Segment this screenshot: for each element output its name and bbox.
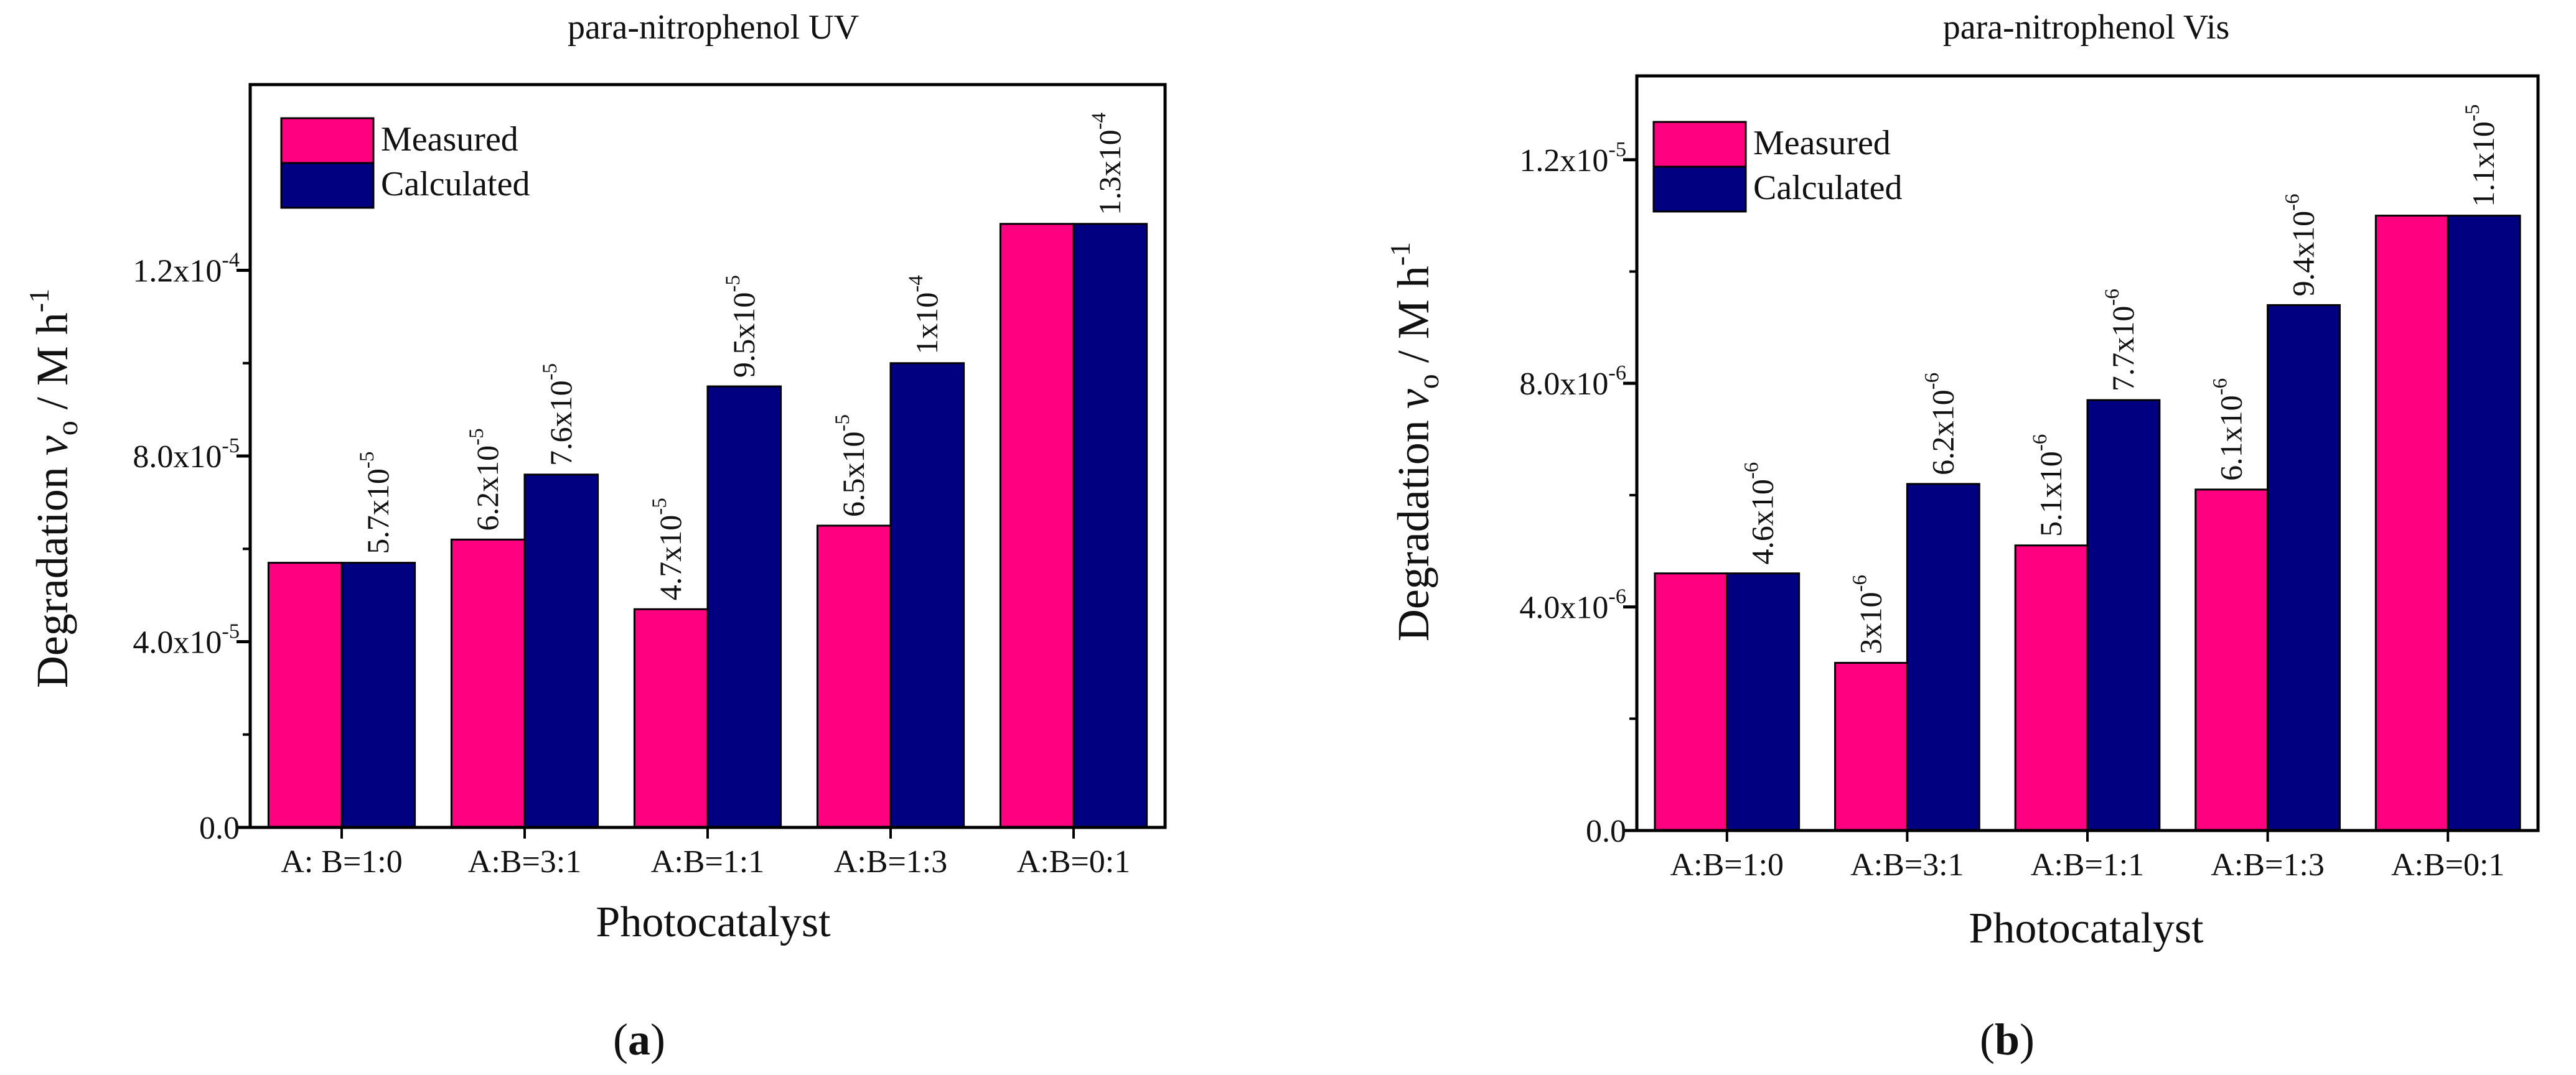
bar-calculated	[1906, 483, 1980, 832]
y-axis-title-sub: o	[1412, 374, 1445, 389]
y-axis-title-unit-sup: -1	[1384, 242, 1416, 266]
bar-calculated	[1072, 223, 1148, 829]
x-tick-label: A:B=3:1	[1850, 847, 1964, 883]
x-tick-label: A:B=1:1	[2031, 847, 2144, 883]
legend-label: Calculated	[381, 165, 530, 203]
bar-calculated	[340, 562, 416, 829]
x-axis-title: Photocatalyst	[596, 898, 831, 946]
data-label: 5.7x10-5	[356, 452, 395, 554]
x-tick-label: A: B=1:0	[281, 844, 402, 880]
chart-title: para-nitrophenol Vis	[1943, 8, 2230, 47]
y-axis-title: Degradation vo / M h-1	[1384, 242, 1445, 641]
y-tick-label: 8.0x10-6	[1519, 361, 1626, 402]
data-label: 9.5x10-5	[722, 275, 761, 378]
bar-measured	[999, 223, 1075, 829]
y-axis-title: Degradation vo / M h-1	[23, 289, 84, 688]
y-axis-title-unit: / M h	[1389, 266, 1438, 374]
legend-swatch-calculated	[280, 162, 375, 209]
y-tick-label: 0.0	[199, 811, 240, 846]
y-axis-title-v: v	[1389, 389, 1438, 409]
data-label: 9.4x10-6	[2282, 193, 2321, 296]
y-axis-title-v: v	[27, 435, 77, 455]
x-tick-label: A:B=1:3	[2211, 847, 2324, 883]
y-axis-title-main: Degradation	[1389, 409, 1438, 641]
y-tick-label: 4.0x10-6	[1519, 585, 1626, 626]
bar-measured	[1834, 661, 1908, 832]
bar-measured	[2194, 488, 2269, 832]
chart-panel-vis: para-nitrophenol Vis 0.0 4.0x10-6 8.0x10-6…	[1384, 8, 2540, 1064]
bar-measured	[1654, 572, 1728, 832]
data-labels: 5.7x10-5 6.2x10-5 7.6x10-5 4.7x10-5 9.5x10-5…	[356, 113, 1127, 600]
legend-swatch-calculated	[1652, 165, 1747, 213]
chart-title: para-nitrophenol UV	[568, 8, 859, 47]
legend-swatch-measured	[280, 117, 375, 164]
panel-label: (a)	[613, 1015, 665, 1064]
data-label: 1x10-4	[905, 275, 944, 355]
data-label: 6.2x10-6	[1921, 373, 1960, 475]
bar-measured	[2014, 544, 2089, 832]
x-axis-categories: A:B=1:0 A:B=3:1 A:B=1:1 A:B=1:3 A:B=0:1	[1670, 831, 2504, 883]
y-tick-label: 1.2x10-5	[1519, 137, 1626, 179]
data-label: 7.6x10-5	[539, 363, 578, 466]
y-tick-label: 0.0	[1586, 814, 1626, 849]
y-tick-label: 8.0x10-5	[133, 434, 240, 475]
legend-swatch-measured	[1652, 121, 1747, 168]
chart-panel-uv: para-nitrophenol UV 0.0 4.0x10-5 8.0x10-5 1…	[23, 8, 1167, 1064]
x-tick-label: A:B=1:0	[1670, 847, 1784, 883]
data-label: 6.5x10-5	[831, 414, 871, 517]
bar-calculated	[2267, 304, 2341, 832]
x-tick-label: A:B=3:1	[468, 844, 581, 880]
panel-label-letter: b	[1995, 1015, 2020, 1064]
bar-calculated	[2086, 399, 2161, 832]
x-tick-label: A:B=0:1	[1017, 844, 1130, 880]
data-label: 3x10-6	[1848, 575, 1888, 654]
x-axis-categories: A: B=1:0 A:B=3:1 A:B=1:1 A:B=1:3 A:B=0:1	[281, 827, 1130, 880]
x-tick-label: A:B=0:1	[2391, 847, 2504, 883]
y-axis-title-main: Degradation	[27, 455, 77, 688]
y-tick-label: 1.2x10-4	[133, 248, 240, 289]
y-tick-label: 4.0x10-5	[133, 620, 240, 661]
bar-measured	[2374, 215, 2449, 832]
data-labels: 4.6x10-6 3x10-6 6.2x10-6 5.1x10-6 7.7x10-6 6.…	[1741, 105, 2501, 654]
x-axis-title: Photocatalyst	[1969, 905, 2204, 952]
y-axis-ticks: 0.0 4.0x10-6 8.0x10-6 1.2x10-5	[1519, 137, 1637, 849]
bar-calculated	[706, 385, 782, 829]
y-axis-ticks: 0.0 4.0x10-5 8.0x10-5 1.2x10-4	[133, 248, 250, 846]
bar-measured	[450, 538, 526, 829]
legend: Measured Calculated	[280, 117, 530, 209]
bar-measured	[267, 562, 343, 829]
plot-frame	[248, 83, 1167, 829]
x-tick-label: A:B=1:1	[651, 844, 764, 880]
legend-label: Measured	[1753, 124, 1891, 162]
y-axis-title-sub: o	[51, 421, 84, 435]
x-tick-label: A:B=1:3	[834, 844, 947, 880]
data-label: 1.1x10-5	[2461, 105, 2501, 207]
legend-label: Measured	[381, 120, 518, 159]
bars	[1654, 215, 2521, 832]
plot-frame	[1635, 74, 2540, 832]
bar-calculated	[1726, 572, 1801, 832]
y-axis-title-unit: / M h	[27, 312, 77, 421]
bar-measured	[633, 608, 709, 829]
data-label: 6.2x10-5	[466, 428, 505, 531]
bar-measured	[816, 524, 892, 829]
data-label: 5.1x10-6	[2029, 434, 2068, 537]
legend: Measured Calculated	[1652, 121, 1902, 213]
panel-label-letter: a	[628, 1015, 650, 1064]
data-label: 4.6x10-6	[1741, 462, 1780, 565]
panel-label: (b)	[1980, 1015, 2035, 1064]
data-label: 6.1x10-6	[2209, 378, 2249, 481]
data-label: 1.3x10-4	[1088, 113, 1127, 215]
bar-calculated	[523, 473, 599, 829]
legend-label: Calculated	[1753, 169, 1902, 207]
data-label: 4.7x10-5	[649, 498, 688, 600]
data-label: 7.7x10-6	[2101, 289, 2140, 391]
bar-calculated	[2447, 215, 2521, 832]
bar-calculated	[889, 362, 965, 829]
y-axis-title-unit-sup: -1	[23, 289, 55, 312]
bars	[267, 223, 1148, 829]
